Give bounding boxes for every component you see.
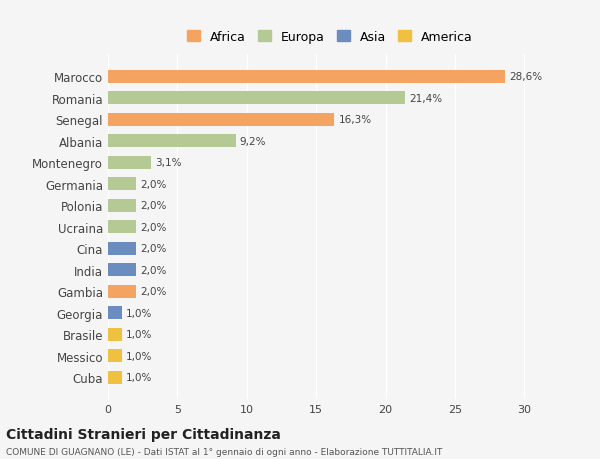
Text: 3,1%: 3,1% — [155, 158, 182, 168]
Text: Cittadini Stranieri per Cittadinanza: Cittadini Stranieri per Cittadinanza — [6, 427, 281, 442]
Bar — [108, 242, 136, 255]
Bar — [108, 328, 122, 341]
Text: 1,0%: 1,0% — [126, 372, 152, 382]
Text: 1,0%: 1,0% — [126, 308, 152, 318]
Text: 2,0%: 2,0% — [140, 265, 166, 275]
Bar — [108, 307, 122, 319]
Text: COMUNE DI GUAGNANO (LE) - Dati ISTAT al 1° gennaio di ogni anno - Elaborazione T: COMUNE DI GUAGNANO (LE) - Dati ISTAT al … — [6, 448, 442, 456]
Bar — [108, 113, 334, 127]
Text: 1,0%: 1,0% — [126, 351, 152, 361]
Text: 9,2%: 9,2% — [240, 136, 266, 146]
Bar — [108, 221, 136, 234]
Bar — [108, 349, 122, 362]
Text: 28,6%: 28,6% — [509, 72, 542, 82]
Text: 2,0%: 2,0% — [140, 201, 166, 211]
Text: 2,0%: 2,0% — [140, 286, 166, 297]
Bar — [108, 178, 136, 191]
Text: 2,0%: 2,0% — [140, 244, 166, 254]
Bar — [108, 285, 136, 298]
Text: 16,3%: 16,3% — [338, 115, 371, 125]
Bar — [108, 135, 236, 148]
Text: 2,0%: 2,0% — [140, 222, 166, 232]
Text: 2,0%: 2,0% — [140, 179, 166, 189]
Bar — [108, 157, 151, 169]
Bar — [108, 92, 405, 105]
Text: 1,0%: 1,0% — [126, 330, 152, 339]
Legend: Africa, Europa, Asia, America: Africa, Europa, Asia, America — [184, 27, 476, 47]
Text: 21,4%: 21,4% — [409, 94, 442, 104]
Bar — [108, 263, 136, 276]
Bar — [108, 71, 505, 84]
Bar — [108, 371, 122, 384]
Bar — [108, 199, 136, 212]
